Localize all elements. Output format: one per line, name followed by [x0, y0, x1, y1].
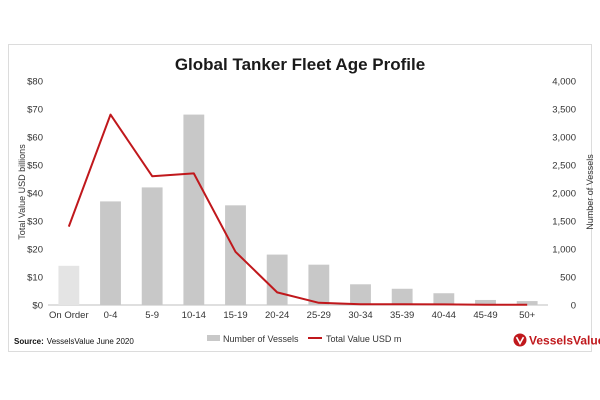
left-tick-label: $80 [27, 77, 43, 88]
right-tick-label: 4,000 [552, 77, 576, 88]
category-tick-labels: On Order 0-4 5-9 10-14 15-19 20-24 25-29 30-34 3… [49, 310, 536, 321]
chart-title: Global Tanker Fleet Age Profile [175, 55, 425, 74]
left-tick-label: $50 [27, 161, 43, 172]
category-tick-label: 5-9 [145, 310, 159, 321]
legend-swatch-vessels [207, 335, 220, 341]
right-tick-label: 0 [571, 301, 576, 312]
right-axis-ticks: 0 500 1,000 1,500 2,000 2,500 3,000 3,500 4,000 [552, 77, 576, 312]
vessel-bar [141, 187, 163, 305]
category-tick-label: 15-19 [223, 310, 247, 321]
right-tick-label: 1,000 [552, 245, 576, 256]
vessel-bar [433, 293, 455, 305]
right-tick-label: 2,500 [552, 161, 576, 172]
vessel-bar [475, 299, 496, 305]
legend-label-value: Total Value USD m [326, 334, 401, 344]
category-tick-label: On Order [49, 310, 89, 321]
vessel-bar [183, 114, 205, 305]
brand-logo: VesselsValue [513, 333, 600, 348]
source-note: Source: VesselsValue June 2020 [14, 337, 134, 346]
chart-frame [8, 44, 592, 352]
category-tick-label: 0-4 [104, 310, 118, 321]
vessel-bar [225, 205, 246, 305]
left-axis-label: Total Value USD billions [17, 144, 27, 240]
category-tick-label: 35-39 [390, 310, 414, 321]
right-tick-label: 1,500 [552, 217, 576, 228]
right-tick-label: 500 [560, 273, 576, 284]
category-tick-label: 10-14 [182, 310, 206, 321]
legend: Number of Vessels Total Value USD m [207, 334, 401, 344]
category-tick-label: 40-44 [432, 310, 456, 321]
legend-label-vessels: Number of Vessels [223, 334, 299, 344]
vesselsvalue-logo-icon [513, 333, 527, 347]
logo-v-mark [515, 336, 525, 346]
vessel-bar [58, 265, 80, 305]
category-tick-label: 20-24 [265, 310, 289, 321]
vessel-bar [266, 254, 288, 305]
left-tick-label: $10 [27, 273, 43, 284]
category-tick-label: 30-34 [348, 310, 372, 321]
left-axis-ticks: $0 $10 $20 $30 $40 $50 $60 $70 $80 [27, 77, 43, 312]
category-tick-label: 50+ [519, 310, 536, 321]
total-value-line [67, 113, 528, 306]
vessel-bar [350, 284, 371, 305]
category-tick-label: 45-49 [473, 310, 497, 321]
left-tick-label: $70 [27, 105, 43, 116]
right-tick-label: 3,000 [552, 133, 576, 144]
right-tick-label: 3,500 [552, 105, 576, 116]
left-tick-label: $60 [27, 133, 43, 144]
left-tick-label: $20 [27, 245, 43, 256]
left-tick-label: $30 [27, 217, 43, 228]
source-label: Source: [14, 337, 44, 346]
brand-name: VesselsValue [529, 334, 600, 348]
right-axis-label: Number of Vessels [585, 154, 595, 230]
left-tick-label: $40 [27, 189, 43, 200]
category-tick-label: 25-29 [307, 310, 331, 321]
vessel-bar [308, 264, 330, 305]
right-tick-label: 2,000 [552, 189, 576, 200]
source-text: VesselsValue June 2020 [47, 337, 135, 346]
vessel-bars [58, 114, 538, 305]
left-tick-label: $0 [32, 301, 43, 312]
vessel-bar [516, 301, 538, 305]
vessel-bar [391, 288, 413, 305]
vessel-bar [100, 201, 121, 305]
